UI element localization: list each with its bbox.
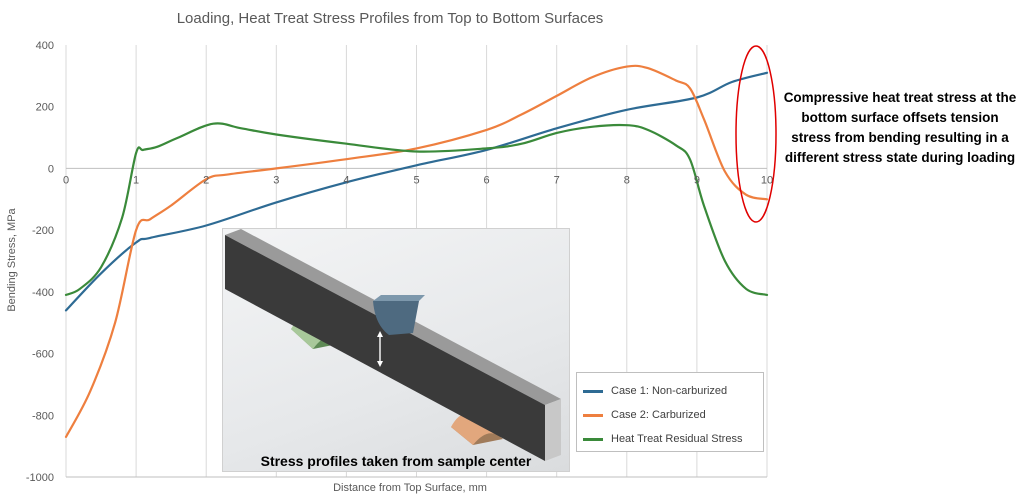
x-tick-label: 5 <box>413 174 419 186</box>
legend-label: Case 1: Non-carburized <box>611 385 728 397</box>
series-line-3 <box>64 122 769 296</box>
y-tick-label: -600 <box>32 349 54 361</box>
y-axis-label: Bending Stress, MPa <box>6 207 18 311</box>
y-tick-label: -1000 <box>26 472 54 484</box>
chart-axes <box>66 167 767 478</box>
y-tick-label: 200 <box>36 102 54 114</box>
legend-swatch <box>583 413 603 417</box>
beam-front-face <box>225 235 545 461</box>
x-axis-label: Distance from Top Surface, mm <box>333 482 487 494</box>
right-support-curve <box>451 413 503 445</box>
highlight-ellipse <box>735 45 777 223</box>
x-tick-label: 10 <box>761 174 773 186</box>
legend-item: Case 1: Non-carburized <box>583 379 757 403</box>
x-tick-label: 4 <box>343 174 349 186</box>
legend-item: Heat Treat Residual Stress <box>583 427 757 451</box>
legend-item: Case 2: Carburized <box>583 403 757 427</box>
x-tick-label: 1 <box>133 174 139 186</box>
y-tick-label: -400 <box>32 287 54 299</box>
series-line-1 <box>64 71 769 312</box>
y-tick-label: 0 <box>48 163 54 175</box>
x-tick-label: 3 <box>273 174 279 186</box>
loading-nose <box>373 301 419 335</box>
chart-ticks: 0 1 2 3 4 5 6 7 8 9 10 400 200 0 -200 -400 -600 -800 -1000 <box>26 40 773 484</box>
series-line-2 <box>64 64 769 438</box>
x-tick-label: 0 <box>63 174 69 186</box>
y-tick-label: 400 <box>36 40 54 52</box>
loading-nose-top <box>373 295 425 301</box>
inset-caption: Stress profiles taken from sample center <box>260 453 532 469</box>
y-tick-label: -200 <box>32 225 54 237</box>
chart-series <box>64 64 769 438</box>
x-tick-label: 2 <box>203 174 209 186</box>
beam-end-face <box>545 399 561 461</box>
legend-label: Case 2: Carburized <box>611 409 706 421</box>
legend-label: Heat Treat Residual Stress <box>611 433 743 445</box>
chart-legend: Case 1: Non-carburized Case 2: Carburized… <box>576 372 764 452</box>
beam-illustration <box>225 229 561 461</box>
x-tick-label: 8 <box>624 174 630 186</box>
y-tick-label: -800 <box>32 410 54 422</box>
beam-diagram-inset: Stress profiles taken from sample center <box>222 228 570 472</box>
x-tick-label: 7 <box>554 174 560 186</box>
center-marker-top-arrow <box>377 331 383 337</box>
x-tick-label: 6 <box>484 174 490 186</box>
center-marker-bottom-arrow <box>377 361 383 367</box>
chart-title: Loading, Heat Treat Stress Profiles from… <box>177 10 604 27</box>
x-tick-label: 9 <box>694 174 700 186</box>
legend-swatch <box>583 389 603 393</box>
legend-swatch <box>583 437 603 441</box>
annotation-text: Compressive heat treat stress at the bot… <box>783 90 1017 165</box>
